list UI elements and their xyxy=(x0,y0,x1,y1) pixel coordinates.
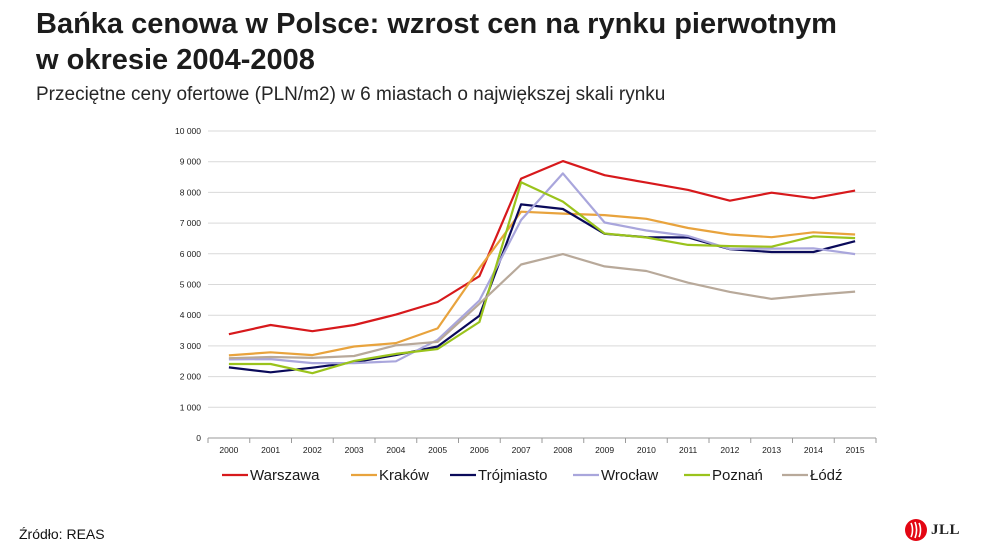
x-tick-label: 2010 xyxy=(637,445,656,455)
chart-legend: Warszawa Kraków Trójmiasto Wrocław Poznań Łód… xyxy=(222,467,843,484)
series-line-trojmiasto xyxy=(228,203,856,374)
x-tick-label: 2014 xyxy=(804,445,823,455)
x-tick-label: 2012 xyxy=(720,445,739,455)
series-line-wroclaw xyxy=(228,172,856,365)
legend-label-trojmiasto: Trójmiasto xyxy=(478,467,547,484)
x-tick-label: 2004 xyxy=(386,445,405,455)
series-line-poznan xyxy=(228,181,856,375)
chart-gridlines xyxy=(207,130,877,443)
x-tick-label: 2007 xyxy=(512,445,531,455)
x-tick-label: 2013 xyxy=(762,445,781,455)
y-axis-tick-labels: 0 1 000 2 000 3 000 4 000 5 000 6 000 7 000 8 00… xyxy=(175,126,201,443)
y-tick-label: 2 000 xyxy=(180,372,202,382)
series-line-warszawa xyxy=(228,160,856,336)
y-tick-label: 3 000 xyxy=(180,341,202,351)
x-tick-label: 2001 xyxy=(261,445,280,455)
line-chart: 0 1 000 2 000 3 000 4 000 5 000 6 000 7 000 8 00… xyxy=(175,126,877,484)
x-tick-label: 2011 xyxy=(679,445,698,455)
y-tick-label: 9 000 xyxy=(180,157,202,167)
x-tick-label: 2008 xyxy=(553,445,572,455)
x-tick-label: 2015 xyxy=(846,445,865,455)
y-tick-label: 6 000 xyxy=(180,249,202,259)
page-title: Bańka cenowa w Polsce: wzrost cen na ryn… xyxy=(36,6,966,78)
x-tick-label: 2002 xyxy=(303,445,322,455)
y-tick-label: 10 000 xyxy=(175,126,201,136)
logo-text: JLL xyxy=(931,521,961,538)
series-line-krakow xyxy=(228,210,856,357)
legend-label-lodz: Łódź xyxy=(810,467,843,484)
y-tick-label: 7 000 xyxy=(180,218,202,228)
legend-label-wroclaw: Wrocław xyxy=(601,467,658,484)
title-line-2: w okresie 2004-2008 xyxy=(36,44,315,76)
y-tick-label: 1 000 xyxy=(180,402,202,412)
legend-label-poznan: Poznań xyxy=(712,467,763,484)
y-tick-label: 8 000 xyxy=(180,187,202,197)
chart-series xyxy=(228,160,856,375)
y-tick-label: 0 xyxy=(196,433,201,443)
x-tick-label: 2006 xyxy=(470,445,489,455)
series-line-lodz xyxy=(228,253,856,360)
legend-label-warszawa: Warszawa xyxy=(250,467,320,484)
page-subtitle: Przeciętne ceny ofertowe (PLN/m2) w 6 mi… xyxy=(36,84,666,105)
y-tick-label: 5 000 xyxy=(180,280,202,290)
x-tick-label: 2000 xyxy=(219,445,238,455)
x-axis-tick-labels: 2000 2001 2002 2003 2004 2005 2006 2007 2008 2009… xyxy=(219,445,864,455)
source-note: Źródło: REAS xyxy=(19,526,105,542)
x-tick-label: 2009 xyxy=(595,445,614,455)
legend-label-krakow: Kraków xyxy=(379,467,429,484)
x-tick-label: 2005 xyxy=(428,445,447,455)
y-tick-label: 4 000 xyxy=(180,310,202,320)
jll-logo-icon xyxy=(905,519,927,541)
x-tick-label: 2003 xyxy=(345,445,364,455)
title-line-1: Bańka cenowa w Polsce: wzrost cen na ryn… xyxy=(36,8,837,40)
jll-logo: JLL xyxy=(904,517,960,543)
